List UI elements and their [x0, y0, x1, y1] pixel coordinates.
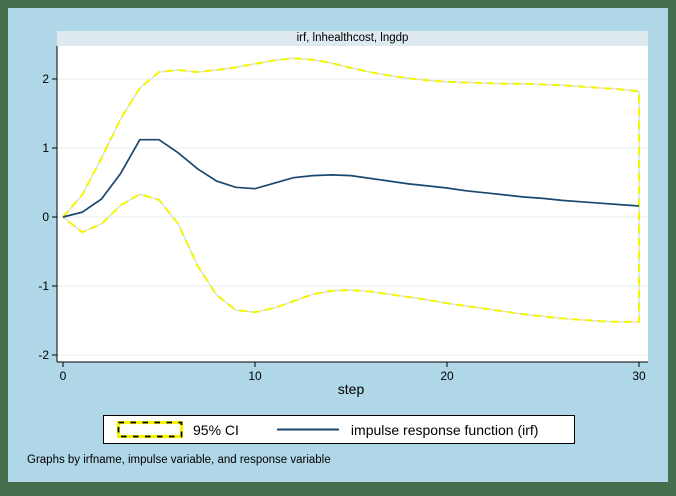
ci-band-swatch-icon: [116, 420, 184, 439]
x-tick-label: 20: [440, 369, 454, 383]
irf-line-sample-icon: [276, 428, 339, 431]
y-tick-label: 2: [42, 72, 49, 86]
x-tick-label: 10: [248, 369, 262, 383]
x-tick-label: 0: [59, 369, 67, 383]
legend-ci-label: 95% CI: [193, 421, 239, 438]
graphs-by-note: Graphs by irfname, impulse variable, and…: [27, 454, 331, 466]
plot-title: irf, lnhealthcost, lngdp: [296, 32, 409, 44]
graph-canvas: irf, lnhealthcost, lngdp 2 1 0 -1 -2 0 10 20 30…: [8, 8, 668, 482]
gridlines: [57, 78, 648, 356]
plot-title-bar: irf, lnhealthcost, lngdp: [57, 31, 648, 46]
y-tick-label: -2: [38, 348, 49, 362]
y-tick-label: 0: [42, 210, 49, 224]
ci-band: [62, 57, 640, 323]
y-tick-label: 1: [42, 141, 49, 155]
irf-line: [62, 138, 640, 218]
x-axis-title: step: [337, 381, 365, 397]
legend-box: 95% CI impulse response function (irf): [103, 415, 575, 444]
ci-band-outline: [62, 57, 640, 323]
chart-svg: [52, 46, 648, 367]
y-tick-label: -1: [38, 279, 49, 293]
plot-area: [57, 46, 648, 362]
axes: [52, 46, 648, 367]
tick-marks: [52, 78, 640, 367]
x-tick-label: 30: [632, 369, 646, 383]
legend-irf-label: impulse response function (irf): [350, 421, 539, 438]
